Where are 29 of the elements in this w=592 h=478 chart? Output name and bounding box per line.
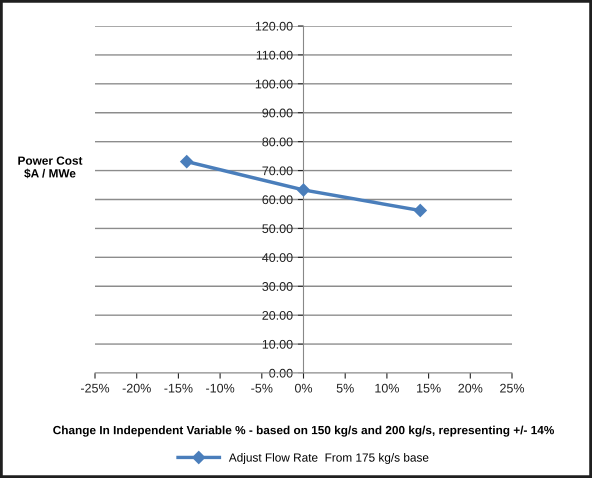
x-tick-label: -15% [164,384,193,393]
y-tick-label: 80.00 [262,137,293,146]
point [180,155,194,168]
y-tick-label: 70.00 [262,166,293,176]
y-tick-label: 110.00 [256,50,293,60]
x-tick-label: 5% [336,384,354,393]
y-tick-label: 40.00 [262,253,293,262]
y-tick-label: 30.00 [262,282,293,291]
y-axis-title: Power Cost $A / MWe [18,156,82,178]
y-tick-label: 20.00 [262,310,293,320]
y-tick-label: 100.00 [256,80,293,88]
legend-label: Adjust Flow Rate From 175 kg/s base [228,453,428,464]
y-tick-label: 10.00 [262,340,293,349]
x-tick-label: -20% [122,384,151,393]
x-tick-label: 25% [500,384,524,393]
point [296,183,310,197]
y-tick-label: 90.00 [262,108,293,118]
x-axis-title: Change In Independent Variable % - based on 150 kg/s and 200 kg/s, representing +/- 14% [53,426,554,437]
x-tick-label: 15% [417,384,441,393]
x-tick-label: 20% [458,384,482,393]
point [414,204,427,218]
x-tick-label: -10% [206,384,234,393]
x-tick-label: -25% [80,384,110,393]
y-tick-label: 60.00 [262,195,293,204]
x-tick-label: 10% [375,384,399,393]
x-tick-label: -5% [251,384,272,393]
x-tick-label: 0% [294,384,312,393]
y-tick-label: 50.00 [262,224,293,234]
y-tick-label: 120.00 [256,22,293,31]
